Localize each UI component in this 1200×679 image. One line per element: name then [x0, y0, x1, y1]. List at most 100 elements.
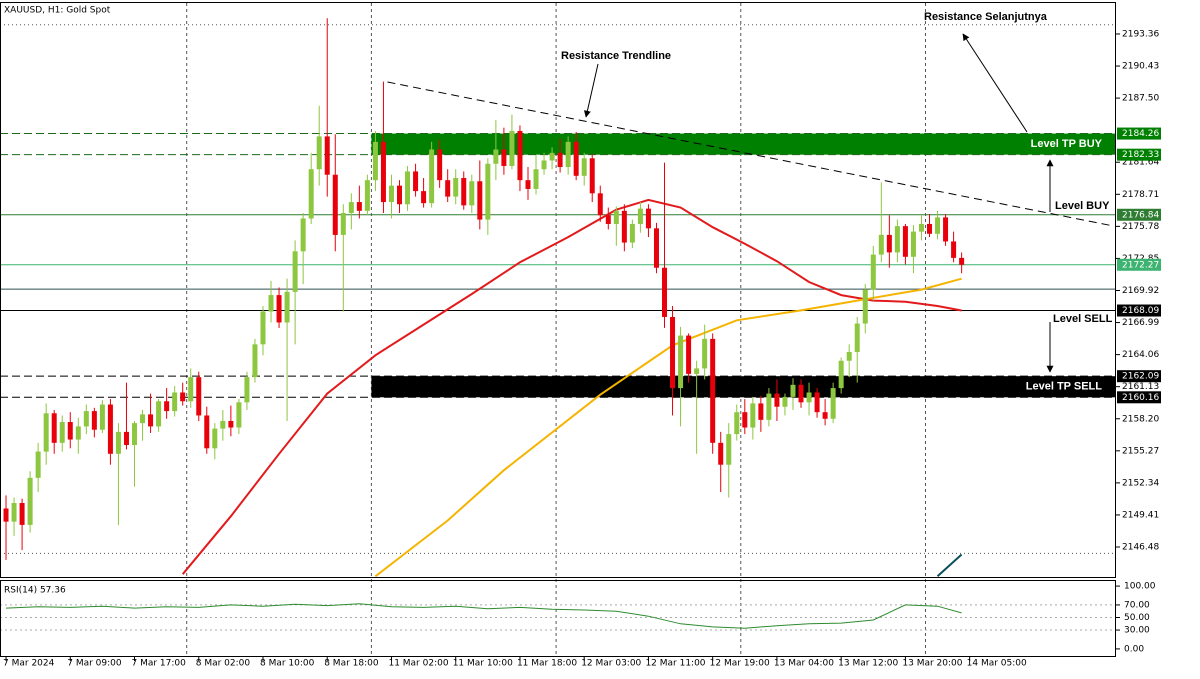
price-tag-label: 2160.16: [1122, 393, 1159, 403]
candle-body: [637, 208, 643, 224]
x-tick-label: 8 Mar 18:00: [324, 659, 379, 669]
y-tick-label: 70.00: [1124, 600, 1150, 610]
candle-body: [43, 413, 49, 452]
candle-body: [822, 412, 828, 419]
candle-body: [220, 420, 226, 429]
x-tick-label: 12 Mar 11:00: [645, 659, 705, 669]
candle-body: [148, 414, 154, 427]
candle-body: [774, 393, 780, 407]
price-tag: [1117, 370, 1161, 383]
candle-body: [228, 420, 234, 428]
zone: [371, 376, 1115, 398]
candle-body: [99, 404, 105, 430]
zone-label: Level TP SELL: [1026, 381, 1102, 393]
candle-body: [236, 402, 242, 428]
y-tick-label: 2175.78: [1122, 222, 1159, 232]
candle-body: [132, 423, 138, 446]
candle-body: [115, 431, 121, 454]
x-tick-label: 13 Mar 12:00: [838, 659, 898, 669]
candle-body: [316, 136, 322, 170]
candle-body: [830, 388, 836, 419]
candle-body: [3, 508, 9, 522]
candle-body: [107, 404, 113, 454]
candle-body: [597, 193, 603, 216]
candle-body: [814, 392, 820, 413]
y-tick-label: 2166.99: [1122, 318, 1159, 328]
candle-body: [533, 169, 539, 189]
y-tick-label: 50.00: [1124, 613, 1150, 623]
y-tick-label: 2187.50: [1122, 94, 1159, 104]
x-tick-label: 11 Mar 02:00: [388, 659, 448, 669]
y-tick-label: 2152.34: [1122, 478, 1159, 488]
price-panel: [0, 3, 1115, 656]
candle-body: [557, 152, 563, 168]
candle-body: [589, 158, 595, 194]
y-tick-label: 2190.43: [1122, 62, 1159, 72]
rsi-panel: [0, 603, 1115, 631]
candle-body: [902, 226, 908, 257]
candle-body: [710, 338, 716, 443]
candle-body: [348, 202, 354, 214]
candle-body: [886, 234, 892, 253]
candle-body: [694, 368, 700, 374]
x-tick-label: 14 Mar 05:00: [967, 659, 1027, 669]
rsi-line: [5, 603, 962, 629]
candle-body: [453, 177, 459, 197]
annotation: Resistance Selanjutnya: [924, 11, 1048, 23]
candle-body: [340, 213, 346, 235]
candle-body: [51, 413, 57, 443]
y-tick-label: 2149.41: [1122, 510, 1159, 520]
moving-average: [936, 553, 963, 578]
x-tick-label: 12 Mar 03:00: [581, 659, 641, 669]
candle-body: [758, 403, 764, 420]
candle-body: [437, 149, 443, 181]
price-frame: [0, 2, 1116, 578]
candle-body: [798, 384, 804, 403]
candle-body: [188, 377, 194, 402]
candle-body: [405, 171, 411, 205]
annotation: Level SELL: [1053, 313, 1113, 325]
x-tick-label: 8 Mar 10:00: [260, 659, 315, 669]
candle-body: [372, 141, 378, 181]
y-tick-label: 2164.06: [1122, 350, 1159, 360]
candle-body: [846, 351, 852, 361]
annotation-arrow: [583, 63, 599, 118]
zone: [371, 133, 1115, 155]
rsi-frame: [0, 580, 1116, 657]
candle-body: [806, 392, 812, 403]
candle-body: [726, 434, 732, 465]
x-tick-label: 11 Mar 10:00: [453, 659, 513, 669]
candle-body: [790, 384, 796, 397]
annotations: Resistance Trendline Resistance Selanjut…: [561, 11, 1113, 393]
candle-body: [670, 316, 676, 389]
candle-body: [565, 141, 571, 168]
candle-body: [653, 228, 659, 268]
candle-body: [894, 226, 900, 253]
candle-body: [541, 160, 547, 170]
candle-body: [123, 431, 129, 446]
price-tag: [1117, 391, 1161, 404]
y-tick-label: 2181.64: [1122, 158, 1159, 168]
candle-body: [356, 202, 362, 211]
candle-body: [445, 180, 451, 197]
candle-body: [493, 149, 499, 164]
y-tick-label: 0.00: [1124, 644, 1144, 654]
price-tag: [1117, 127, 1161, 140]
candle-body: [742, 412, 748, 428]
candle-body: [196, 377, 202, 416]
candle-body: [605, 215, 611, 224]
candle-body: [324, 136, 330, 175]
candle-body: [918, 223, 924, 232]
candle-body: [959, 257, 965, 265]
price-tag: [1117, 148, 1161, 161]
candle-body: [549, 152, 555, 161]
candle-body: [308, 169, 314, 219]
y-tick-label: 2161.13: [1122, 382, 1159, 392]
candle-body: [662, 267, 668, 317]
price-tag-label: 2182.33: [1122, 150, 1159, 160]
x-tick-label: 7 Mar 17:00: [132, 659, 187, 669]
candle-body: [332, 174, 338, 235]
candle-body: [292, 251, 298, 292]
